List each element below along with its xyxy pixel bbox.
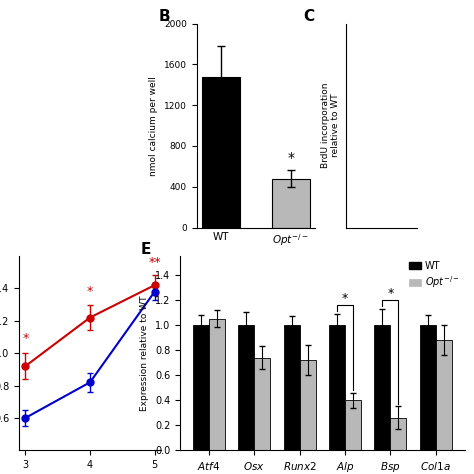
Bar <box>209 319 225 450</box>
Text: *: * <box>387 287 393 301</box>
Bar <box>329 325 345 450</box>
Bar <box>193 325 209 450</box>
Bar <box>300 360 316 450</box>
Bar <box>202 77 240 228</box>
Bar <box>272 179 310 228</box>
Text: **: ** <box>148 256 161 269</box>
Text: E: E <box>140 242 151 257</box>
Bar <box>436 340 452 450</box>
Bar <box>254 357 270 450</box>
Y-axis label: BrdU incorporation
relative to WT: BrdU incorporation relative to WT <box>321 83 340 168</box>
Bar <box>374 325 391 450</box>
Text: *: * <box>22 332 28 345</box>
Text: *: * <box>87 285 93 298</box>
Bar <box>420 325 436 450</box>
Y-axis label: Expression relative to WT: Expression relative to WT <box>140 295 149 411</box>
Text: *: * <box>342 292 348 305</box>
Bar <box>345 400 361 450</box>
Legend: WT, $Opt^{-/-}$: WT, $Opt^{-/-}$ <box>410 261 460 290</box>
Bar <box>391 418 406 450</box>
Text: *: * <box>287 151 294 165</box>
Text: C: C <box>303 9 314 25</box>
Y-axis label: nmol calcium per well: nmol calcium per well <box>149 76 158 175</box>
Bar <box>284 325 300 450</box>
Bar <box>238 325 254 450</box>
Text: B: B <box>159 9 171 25</box>
